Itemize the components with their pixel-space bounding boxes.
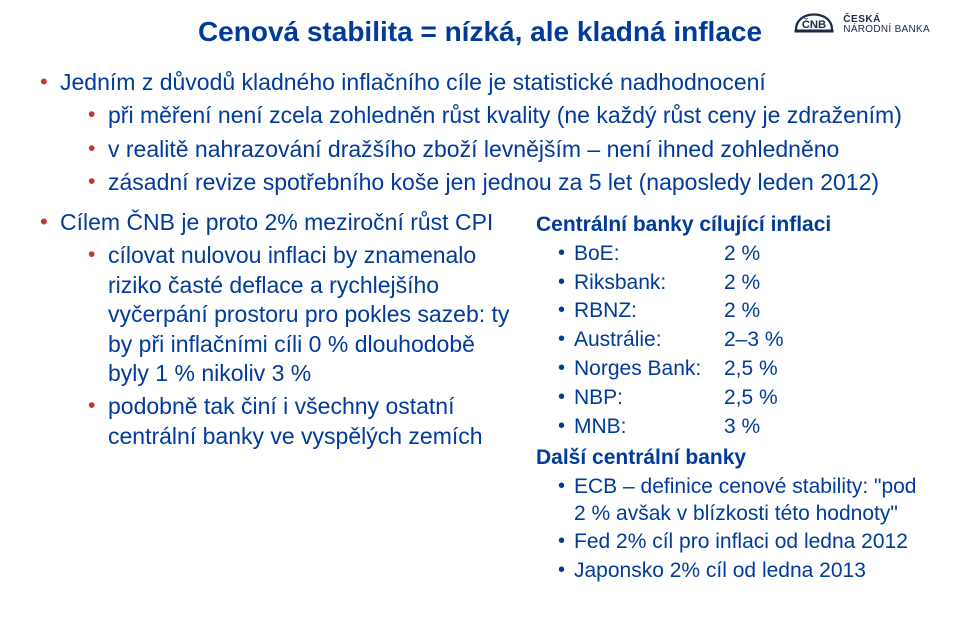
- bullet-2-sub-2: podobně tak činí i všechny ostatní centr…: [88, 392, 520, 451]
- right-heading-2: Další centrální banky: [536, 445, 930, 472]
- two-column-region: Cílem ČNB je proto 2% meziroční růst CPI…: [30, 208, 930, 589]
- other-banks-list: ECB – definice cenové stability: "pod 2 …: [536, 474, 930, 586]
- bullet-2-sub-1: cílovat nulovou inflaci by znamenalo riz…: [88, 241, 520, 388]
- bank-value: 2 %: [724, 298, 760, 325]
- bank-list: BoE:2 % Riksbank:2 % RBNZ:2 % Austrálie:…: [536, 241, 930, 441]
- bullet-1-sub-1: při měření není zcela zohledněn růst kva…: [88, 101, 930, 130]
- bank-value: 2,5 %: [724, 356, 778, 383]
- bank-row: NBP:2,5 %: [558, 385, 930, 412]
- logo-line2: NÁRODNÍ BANKA: [843, 25, 930, 35]
- cnb-logo: ČNB ČESKÁ NÁRODNÍ BANKA: [791, 10, 930, 40]
- bank-label: Norges Bank:: [574, 356, 724, 383]
- bank-value: 3 %: [724, 414, 760, 441]
- bullet-1-sub-3: zásadní revize spotřebního koše jen jedn…: [88, 168, 930, 197]
- bank-row: Austrálie:2–3 %: [558, 327, 930, 354]
- svg-text:ČNB: ČNB: [802, 18, 826, 31]
- bank-row: MNB:3 %: [558, 414, 930, 441]
- bank-value: 2 %: [724, 241, 760, 268]
- bank-row: Riksbank:2 %: [558, 270, 930, 297]
- cnb-logo-text: ČESKÁ NÁRODNÍ BANKA: [843, 15, 930, 35]
- bank-label: RBNZ:: [574, 298, 724, 325]
- bank-row: RBNZ:2 %: [558, 298, 930, 325]
- bank-label: NBP:: [574, 385, 724, 412]
- bank-value: 2,5 %: [724, 385, 778, 412]
- slide: ČNB ČESKÁ NÁRODNÍ BANKA Cenová stabilita…: [0, 0, 960, 640]
- left-column: Cílem ČNB je proto 2% meziroční růst CPI…: [30, 208, 520, 589]
- bullet-1-sublist: při měření není zcela zohledněn růst kva…: [60, 101, 930, 197]
- right-column: Centrální banky cílující inflaci BoE:2 %…: [536, 208, 930, 589]
- bullet-1-sub-2: v realitě nahrazování dražšího zboží lev…: [88, 135, 930, 164]
- other-bank-item: Japonsko 2% cíl od ledna 2013: [558, 558, 930, 585]
- bank-label: BoE:: [574, 241, 724, 268]
- bullet-1: Jedním z důvodů kladného inflačního cíle…: [40, 68, 930, 198]
- bank-row: BoE:2 %: [558, 241, 930, 268]
- bank-value: 2 %: [724, 270, 760, 297]
- bullet-1-text: Jedním z důvodů kladného inflačního cíle…: [60, 69, 766, 95]
- bullet-2-text: Cílem ČNB je proto 2% meziroční růst CPI: [60, 209, 493, 235]
- bank-label: MNB:: [574, 414, 724, 441]
- main-list: Jedním z důvodů kladného inflačního cíle…: [30, 68, 930, 198]
- bank-label: Austrálie:: [574, 327, 724, 354]
- bullet-2: Cílem ČNB je proto 2% meziroční růst CPI…: [40, 208, 520, 452]
- other-bank-item: ECB – definice cenové stability: "pod 2 …: [558, 474, 930, 528]
- other-bank-item: Fed 2% cíl pro inflaci od ledna 2012: [558, 529, 930, 556]
- bank-row: Norges Bank:2,5 %: [558, 356, 930, 383]
- bank-value: 2–3 %: [724, 327, 784, 354]
- right-heading-1: Centrální banky cílující inflaci: [536, 212, 930, 239]
- bullet-2-sublist: cílovat nulovou inflaci by znamenalo riz…: [60, 241, 520, 451]
- bank-label: Riksbank:: [574, 270, 724, 297]
- cnb-logo-mark-icon: ČNB: [791, 10, 837, 40]
